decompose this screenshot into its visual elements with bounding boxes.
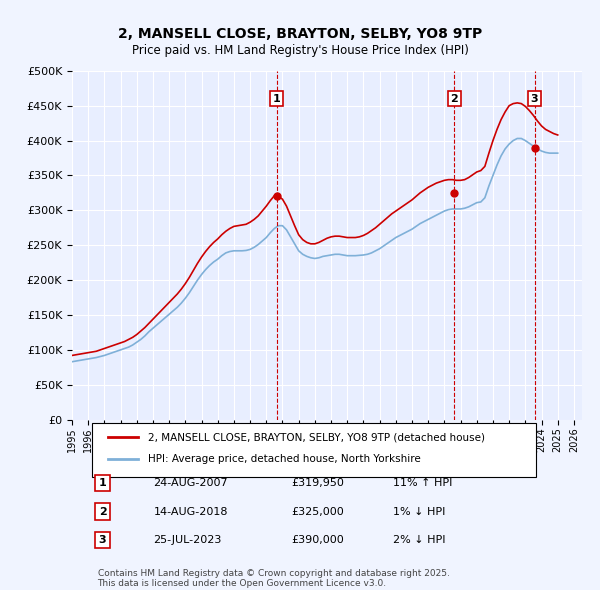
- Text: 2: 2: [99, 507, 106, 517]
- Text: £325,000: £325,000: [291, 507, 344, 517]
- Text: 2% ↓ HPI: 2% ↓ HPI: [394, 535, 446, 545]
- Text: 14-AUG-2018: 14-AUG-2018: [154, 507, 228, 517]
- Text: 24-AUG-2007: 24-AUG-2007: [154, 478, 228, 488]
- FancyBboxPatch shape: [92, 423, 536, 477]
- Text: 2, MANSELL CLOSE, BRAYTON, SELBY, YO8 9TP (detached house): 2, MANSELL CLOSE, BRAYTON, SELBY, YO8 9T…: [149, 432, 485, 442]
- Text: 25-JUL-2023: 25-JUL-2023: [154, 535, 222, 545]
- Text: HPI: Average price, detached house, North Yorkshire: HPI: Average price, detached house, Nort…: [149, 454, 421, 464]
- Text: 3: 3: [531, 94, 538, 104]
- Text: 3: 3: [99, 535, 106, 545]
- Text: 1: 1: [99, 478, 106, 488]
- Text: Contains HM Land Registry data © Crown copyright and database right 2025.
This d: Contains HM Land Registry data © Crown c…: [97, 569, 449, 588]
- Text: 2: 2: [451, 94, 458, 104]
- Text: £390,000: £390,000: [291, 535, 344, 545]
- Text: 11% ↑ HPI: 11% ↑ HPI: [394, 478, 452, 488]
- Text: Price paid vs. HM Land Registry's House Price Index (HPI): Price paid vs. HM Land Registry's House …: [131, 44, 469, 57]
- Text: 1% ↓ HPI: 1% ↓ HPI: [394, 507, 446, 517]
- Text: £319,950: £319,950: [291, 478, 344, 488]
- Text: 2, MANSELL CLOSE, BRAYTON, SELBY, YO8 9TP: 2, MANSELL CLOSE, BRAYTON, SELBY, YO8 9T…: [118, 27, 482, 41]
- Text: 1: 1: [273, 94, 281, 104]
